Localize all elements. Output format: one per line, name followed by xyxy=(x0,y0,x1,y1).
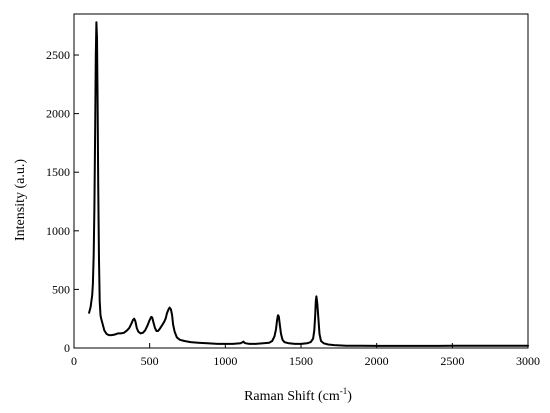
y-tick-label: 1500 xyxy=(46,165,70,179)
x-axis-ticks: 0 500 1000 1500 2000 2500 3000 xyxy=(71,343,540,368)
y-axis-ticks: 0 500 1000 1500 2000 2500 xyxy=(46,48,79,355)
x-tick-label: 2000 xyxy=(365,354,389,368)
x-tick-label: 1500 xyxy=(289,354,313,368)
spectrum-series-line xyxy=(88,21,529,347)
y-tick-label: 500 xyxy=(52,282,70,296)
plot-frame xyxy=(73,13,529,349)
x-axis-title-main: Raman Shift (cm xyxy=(244,389,340,404)
x-tick-label: 2500 xyxy=(440,354,464,368)
x-tick-label: 1000 xyxy=(213,354,237,368)
x-axis-title-close: ) xyxy=(347,389,352,404)
x-axis-title: Raman Shift (cm-1) xyxy=(244,386,352,404)
y-axis-title: Intensity (a.u.) xyxy=(13,159,28,241)
x-tick-label: 500 xyxy=(141,354,159,368)
y-tick-label: 1000 xyxy=(46,224,70,238)
x-tick-label: 0 xyxy=(71,354,77,368)
x-axis-title-superscript: -1 xyxy=(340,386,348,396)
y-tick-label: 2000 xyxy=(46,107,70,121)
plot-area xyxy=(73,13,529,349)
y-tick-label: 0 xyxy=(64,341,70,355)
x-tick-label: 3000 xyxy=(516,354,540,368)
y-tick-label: 2500 xyxy=(46,48,70,62)
